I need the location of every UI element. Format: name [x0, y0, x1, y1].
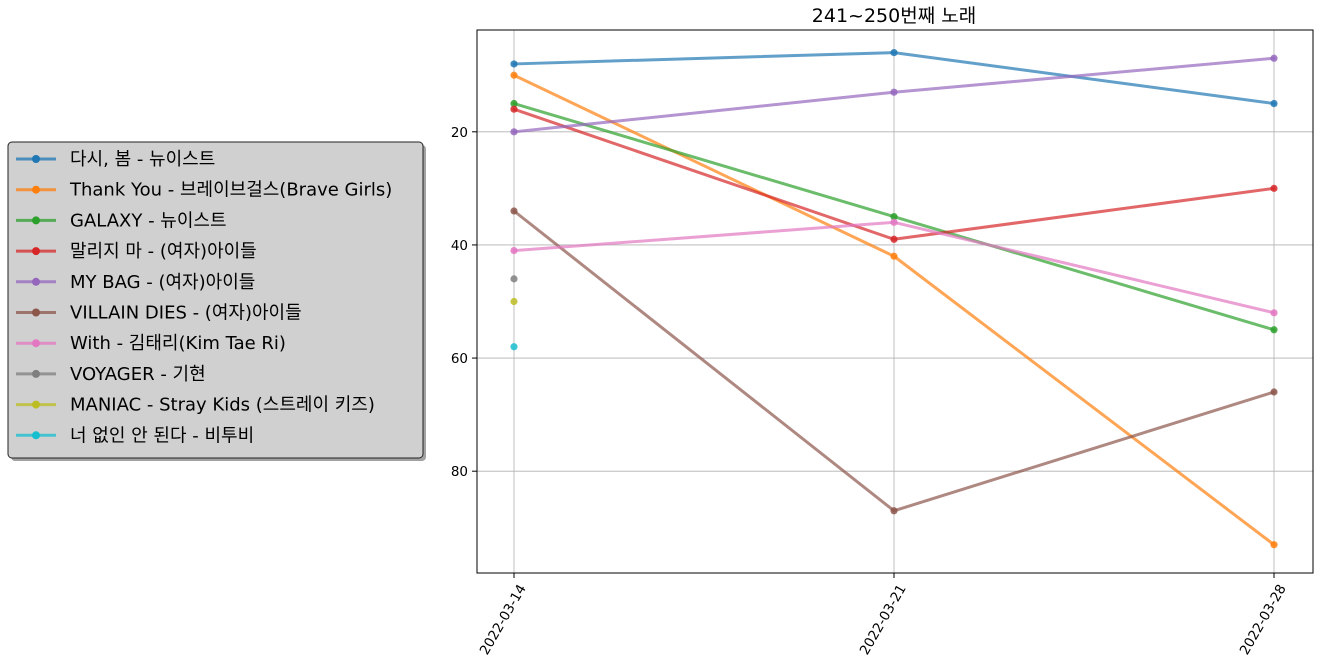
data-point [1270, 309, 1278, 317]
data-point [510, 105, 518, 113]
y-tick-label: 20 [451, 125, 468, 141]
data-point [890, 507, 898, 515]
data-point [510, 207, 518, 215]
legend-label: 다시, 봄 - 뉴이스트 [70, 149, 215, 170]
chart-title: 241~250번째 노래 [812, 5, 976, 27]
x-tick-label: 2022-03-14 [477, 582, 530, 658]
data-point [510, 60, 518, 68]
legend-entry: 말리지 마 - (여자)아이들 [16, 241, 257, 262]
legend-label: 말리지 마 - (여자)아이들 [70, 241, 257, 262]
data-point [890, 218, 898, 226]
legend-marker [32, 369, 40, 378]
axis-ticks: 2022-03-14 2022-03-21 2022-03-28 20 40 60 80 [451, 125, 1290, 658]
legend-label: 너 없인 안 된다 - 비투비 [70, 425, 254, 446]
legend-entry: With - 김태리(Kim Tae Ri) [16, 333, 286, 354]
legend-label: VOYAGER - 기현 [70, 364, 206, 385]
legend-marker [32, 400, 40, 409]
legend-entry: VOYAGER - 기현 [16, 364, 206, 385]
series-3 [510, 105, 1278, 243]
legend-marker [32, 277, 40, 286]
legend-entry: 너 없인 안 된다 - 비투비 [16, 425, 254, 446]
legend-entry: MY BAG - (여자)아이들 [16, 272, 255, 293]
data-point [1270, 388, 1278, 396]
data-point [890, 213, 898, 221]
legend-label: Thank You - 브레이브걸스(Brave Girls) [69, 180, 392, 201]
legend-marker [32, 431, 40, 440]
y-tick-label: 60 [451, 351, 468, 367]
legend-entry: Thank You - 브레이브걸스(Brave Girls) [16, 180, 392, 201]
x-tick-label: 2022-03-21 [857, 582, 910, 658]
x-tick-label: 2022-03-28 [1237, 582, 1290, 658]
data-point [1270, 326, 1278, 334]
legend: 다시, 봄 - 뉴이스트 Thank You - 브레이브걸스(Brave Gir… [7, 141, 426, 461]
series-4 [510, 54, 1278, 136]
data-point [890, 252, 898, 260]
legend-marker [32, 247, 40, 256]
data-point [510, 343, 518, 351]
y-tick-label: 40 [451, 238, 468, 254]
legend-marker [32, 185, 40, 194]
data-point [1270, 54, 1278, 62]
data-point [890, 49, 898, 57]
legend-marker [32, 339, 40, 348]
data-point [510, 71, 518, 79]
data-point [510, 246, 518, 255]
legend-label: MANIAC - Stray Kids (스트레이 키즈) [70, 395, 375, 416]
series-0 [510, 49, 1278, 108]
legend-marker [32, 216, 40, 225]
series-8 [510, 297, 518, 306]
data-point [510, 275, 518, 283]
data-point [510, 99, 518, 108]
series-7 [510, 275, 518, 283]
data-point [510, 297, 518, 306]
data-point [890, 88, 898, 96]
grid-lines [477, 30, 1313, 573]
y-tick-label: 80 [451, 464, 468, 480]
legend-entry: GALAXY - 뉴이스트 [16, 210, 227, 231]
data-point [510, 128, 518, 136]
legend-marker [32, 308, 40, 317]
legend-label: MY BAG - (여자)아이들 [70, 272, 255, 293]
legend-label: With - 김태리(Kim Tae Ri) [70, 333, 286, 354]
data-point [1270, 541, 1278, 549]
plot-area-frame [476, 29, 1314, 574]
data-point [890, 235, 898, 243]
legend-entry: MANIAC - Stray Kids (스트레이 키즈) [16, 395, 375, 416]
legend-label: GALAXY - 뉴이스트 [70, 210, 227, 231]
legend-entry: 다시, 봄 - 뉴이스트 [16, 149, 215, 170]
series-5 [510, 207, 1278, 515]
series-1 [510, 71, 1278, 549]
series-9 [510, 343, 518, 351]
legend-entry: VILLAIN DIES - (여자)아이들 [16, 303, 302, 324]
data-point [1270, 99, 1278, 108]
data-point [1270, 184, 1278, 192]
legend-marker [32, 155, 40, 163]
series-2 [510, 99, 1278, 334]
series-6 [510, 218, 1278, 317]
legend-box [7, 141, 424, 459]
legend-label: VILLAIN DIES - (여자)아이들 [70, 303, 302, 324]
series-lines [510, 49, 1278, 549]
